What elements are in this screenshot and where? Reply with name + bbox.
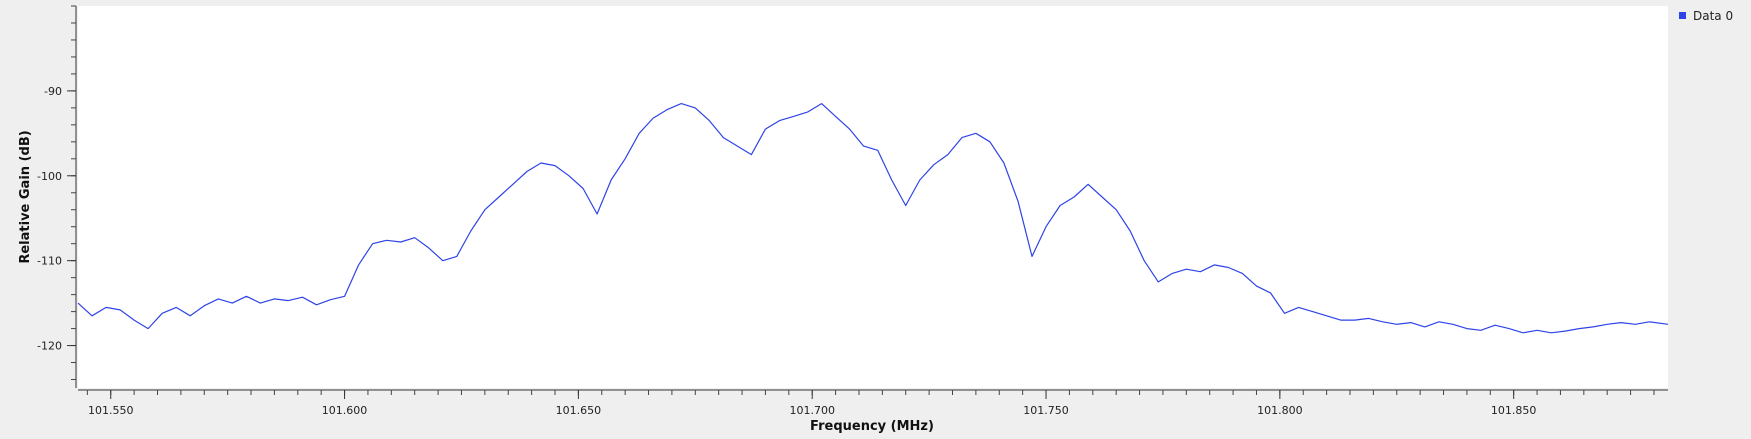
- plot-area: [78, 6, 1668, 388]
- x-axis-title: Frequency (MHz): [810, 419, 934, 434]
- x-tick-label: 101.850: [1491, 404, 1537, 417]
- x-tick-label: 101.700: [789, 404, 835, 417]
- series-layer: [77, 102, 1669, 334]
- x-tick-label: 101.650: [556, 404, 602, 417]
- x-tick-label: 101.550: [88, 404, 134, 417]
- legend-label: Data 0: [1693, 9, 1733, 23]
- y-tick-label: -100: [37, 170, 62, 183]
- legend-swatch: [1679, 12, 1686, 19]
- x-tick-label: 101.800: [1257, 404, 1303, 417]
- x-ticks: 101.550 101.600 101.650 101.700 101.750 101.8…: [86, 390, 1655, 417]
- y-axis-title: Relative Gain (dB): [18, 130, 33, 263]
- y-ticks: -90 -100 -110 -120: [37, 5, 76, 381]
- y-tick-label: -120: [37, 340, 62, 353]
- legend: Data 0: [1679, 9, 1733, 23]
- x-tick-label: 101.600: [322, 404, 368, 417]
- y-tick-label: -90: [44, 85, 62, 98]
- x-tick-label: 101.750: [1023, 404, 1069, 417]
- y-tick-label: -110: [37, 255, 62, 268]
- series-line: [77, 102, 1669, 334]
